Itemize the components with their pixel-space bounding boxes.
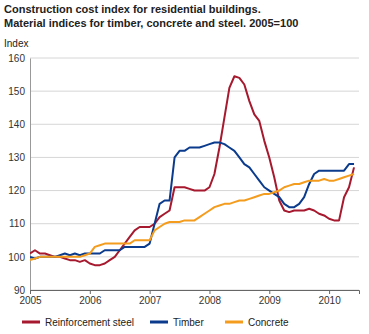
grid-line [30, 157, 359, 158]
legend-swatch [225, 321, 243, 324]
series-line [30, 76, 354, 265]
x-tick-mark [329, 290, 330, 294]
grid-line [30, 58, 359, 59]
series-line [30, 174, 354, 260]
x-tick-mark [150, 290, 151, 294]
x-tick: 2010 [318, 290, 341, 306]
y-tick-label: 120 [8, 185, 25, 196]
x-tick-mark [90, 290, 91, 294]
y-tick-label: 100 [8, 252, 25, 263]
series-line [30, 143, 354, 259]
y-tick: 160 [8, 53, 30, 64]
y-tick-label: 110 [9, 218, 25, 229]
y-tick: 140 [8, 119, 30, 130]
x-tick-label: 2005 [19, 295, 42, 306]
x-tick: 2009 [259, 290, 282, 306]
y-tick-label: 140 [8, 119, 25, 130]
y-tick: 90 [14, 285, 30, 296]
legend-label: Timber [173, 317, 204, 328]
plot-area [30, 76, 354, 265]
y-tick-label: 160 [8, 53, 25, 64]
grid-line [30, 223, 359, 224]
legend: Reinforcement steel Timber Concrete [22, 317, 289, 328]
y-tick: 120 [8, 185, 30, 196]
x-axis-line [31, 291, 360, 295]
y-tick-label: 130 [8, 152, 25, 163]
x-tick-mark [30, 290, 31, 294]
grid-line [30, 91, 359, 92]
y-axis-title: Index [4, 38, 28, 49]
x-tick: 2007 [139, 290, 162, 306]
x-tick-label: 2007 [139, 295, 162, 306]
chart: Construction cost index for residential … [0, 0, 369, 334]
legend-swatch [150, 321, 168, 324]
x-tick-label: 2008 [199, 295, 222, 306]
legend-label: Concrete [248, 317, 289, 328]
y-axis: 90 100 110 120 130 140 150 160 [8, 53, 30, 296]
legend-label: Reinforcement steel [45, 317, 134, 328]
y-tick-label: 90 [14, 285, 26, 296]
x-tick-mark [269, 290, 270, 294]
y-tick: 110 [9, 218, 30, 229]
x-tick: 2005 [19, 290, 42, 306]
y-tick: 150 [8, 86, 30, 97]
x-tick-label: 2009 [259, 295, 282, 306]
y-tick: 100 [8, 252, 30, 263]
grid-line [30, 124, 359, 125]
subtitle: Material indices for timber, concrete an… [4, 17, 298, 29]
x-axis: 2005 2006 2007 2008 2009 2010 [19, 290, 359, 306]
y-tick: 130 [8, 152, 30, 163]
x-tick-label: 2006 [79, 295, 102, 306]
x-tick: 2006 [79, 290, 102, 306]
grid [30, 58, 359, 290]
title: Construction cost index for residential … [4, 3, 261, 15]
x-tick-label: 2010 [318, 295, 341, 306]
legend-swatch [22, 321, 40, 324]
x-tick: 2008 [199, 290, 222, 306]
x-tick-mark [209, 290, 210, 294]
y-tick-label: 150 [8, 86, 25, 97]
y-axis-line [30, 59, 31, 291]
